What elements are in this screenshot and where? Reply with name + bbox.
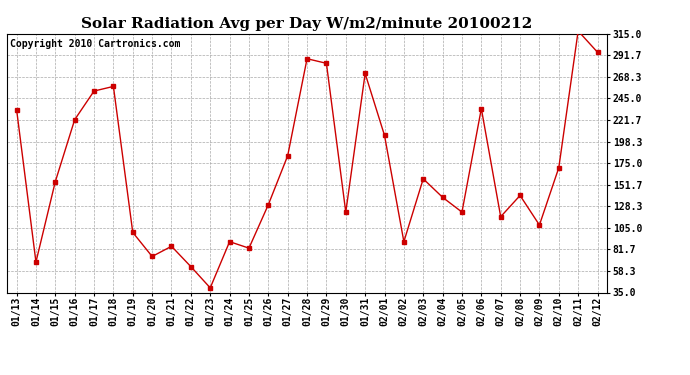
Title: Solar Radiation Avg per Day W/m2/minute 20100212: Solar Radiation Avg per Day W/m2/minute …: [81, 17, 533, 31]
Text: Copyright 2010 Cartronics.com: Copyright 2010 Cartronics.com: [10, 39, 180, 49]
